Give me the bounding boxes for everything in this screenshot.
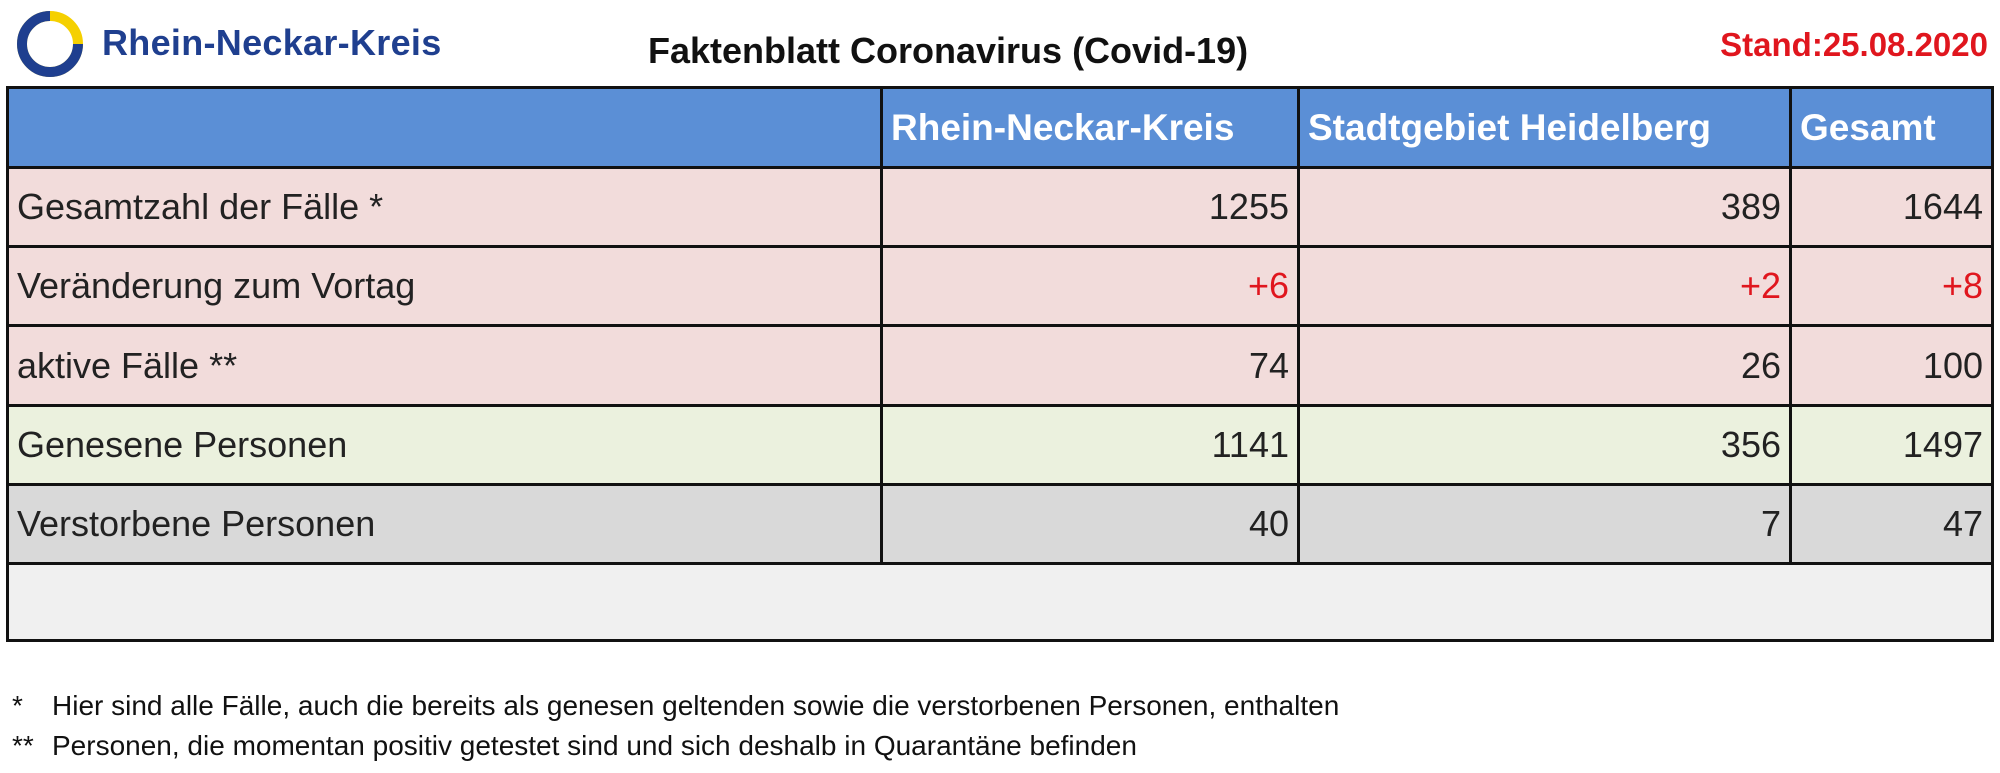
value-gesamt: 100 (1792, 327, 1991, 407)
table-row: Verstorbene Personen 40 7 47 (9, 486, 1991, 565)
footnote-text: Hier sind alle Fälle, auch die bereits a… (52, 690, 1340, 721)
footnote-text: Personen, die momentan positiv getestet … (52, 730, 1137, 761)
status-date: Stand:25.08.2020 (1720, 26, 1988, 63)
footnote-mark: * (12, 690, 23, 721)
column-header-empty (9, 89, 883, 169)
value-rhein-neckar-kreis: +6 (883, 248, 1300, 327)
value-gesamt: +8 (1792, 248, 1991, 327)
value-rhein-neckar-kreis: 1255 (883, 169, 1300, 248)
row-label: Genesene Personen (9, 407, 883, 486)
logo-text: Rhein-Neckar-Kreis (102, 22, 442, 63)
value-rhein-neckar-kreis: 74 (883, 327, 1300, 407)
value-gesamt: 1644 (1792, 169, 1991, 248)
rhein-neckar-kreis-logo-icon (17, 11, 83, 77)
footnote: ** Personen, die momentan positiv geteste… (12, 730, 1137, 762)
row-label: Verstorbene Personen (9, 486, 883, 565)
value-gesamt: 47 (1792, 486, 1991, 565)
table-row: Veränderung zum Vortag +6 +2 +8 (9, 248, 1991, 327)
page-title: Faktenblatt Coronavirus (Covid-19) (648, 30, 1249, 71)
footnote: * Hier sind alle Fälle, auch die bereits … (12, 690, 1339, 722)
value-heidelberg: 356 (1300, 407, 1792, 486)
value-rhein-neckar-kreis: 40 (883, 486, 1300, 565)
column-header-gesamt: Gesamt (1792, 89, 1991, 169)
footnote-mark: ** (12, 730, 34, 761)
value-heidelberg: +2 (1300, 248, 1792, 327)
facts-table: Rhein-Neckar-Kreis Stadtgebiet Heidelber… (6, 86, 1994, 642)
logo: Rhein-Neckar-Kreis (14, 8, 441, 82)
row-label: aktive Fälle ** (9, 327, 883, 407)
column-header-heidelberg: Stadtgebiet Heidelberg (1300, 89, 1792, 169)
table-row: Gesamtzahl der Fälle * 1255 389 1644 (9, 169, 1991, 248)
table-row: Genesene Personen 1141 356 1497 (9, 407, 1991, 486)
row-label: Veränderung zum Vortag (9, 248, 883, 327)
value-rhein-neckar-kreis: 1141 (883, 407, 1300, 486)
table-header-row: Rhein-Neckar-Kreis Stadtgebiet Heidelber… (9, 89, 1991, 169)
value-heidelberg: 7 (1300, 486, 1792, 565)
table-row: aktive Fälle ** 74 26 100 (9, 327, 1991, 407)
value-heidelberg: 26 (1300, 327, 1792, 407)
row-label: Gesamtzahl der Fälle * (9, 169, 883, 248)
value-gesamt: 1497 (1792, 407, 1991, 486)
empty-table-row (9, 565, 1991, 639)
column-header-rhein-neckar-kreis: Rhein-Neckar-Kreis (883, 89, 1300, 169)
value-heidelberg: 389 (1300, 169, 1792, 248)
